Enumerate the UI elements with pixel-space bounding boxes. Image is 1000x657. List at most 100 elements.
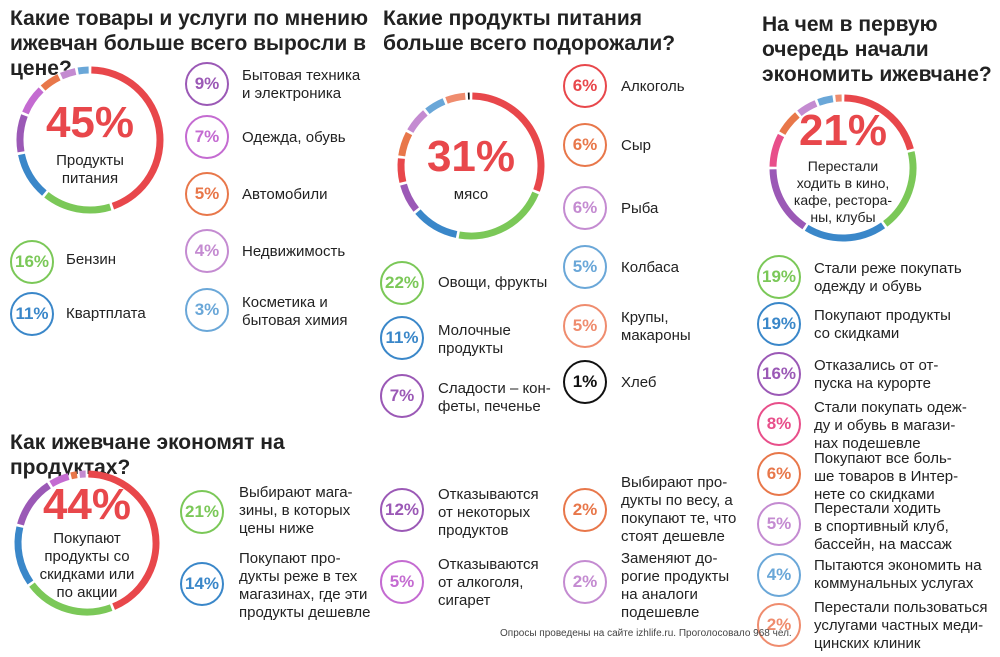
- chart1-center-label: Продукты питания: [56, 152, 124, 187]
- chart3-slice-4: [769, 133, 785, 167]
- chart3-badge-3: 16%: [757, 352, 801, 396]
- chart3-badge-1: 19%: [757, 255, 801, 299]
- chart2-label-9: Хлеб: [621, 374, 657, 391]
- chart1-slice-6: [59, 68, 77, 80]
- chart1-value-2: 11%: [15, 304, 49, 323]
- chart3-value-2: 19%: [761, 314, 797, 333]
- chart2-label-5: Сыр: [621, 137, 651, 154]
- chart3-slice-7: [817, 95, 834, 106]
- chart1-value-3: 9%: [194, 74, 220, 93]
- chart1-value-4: 7%: [194, 127, 220, 146]
- chart3-donut-svg: [769, 94, 917, 242]
- chart3-slice-1: [883, 151, 917, 227]
- chart3-value-7: 4%: [766, 565, 792, 584]
- chart4-value-1: 21%: [184, 502, 220, 521]
- chart4-slice-4: [49, 473, 70, 488]
- chart3-slice-0: [844, 94, 914, 151]
- chart2-center-label: мясо: [453, 186, 489, 203]
- chart3-badge-8: 2%: [757, 603, 801, 647]
- chart3-label-8: Перестали пользоваться услугами частных …: [814, 599, 988, 652]
- chart2-badge-2: 11%: [380, 316, 424, 360]
- chart4-badge-3: 12%: [380, 488, 424, 532]
- chart4-label-6: Заменяют до- рогие продукты на аналоги п…: [621, 550, 730, 621]
- chart3-label-1: Стали реже покупать одежду и обувь: [814, 260, 962, 295]
- chart3-value-3: 16%: [761, 364, 797, 383]
- chart3-label-7: Пытаются экономить на коммунальных услуг…: [814, 557, 982, 592]
- chart1-slice-7: [77, 66, 89, 75]
- chart2-slice-8: [445, 92, 466, 104]
- chart4-label-2: Покупают про- дукты реже в тех магазинах…: [239, 550, 371, 621]
- chart1-value-6: 4%: [194, 241, 220, 260]
- chart2-value-9: 1%: [572, 372, 598, 391]
- chart2-label-6: Рыба: [621, 200, 659, 217]
- chart2-slice-5: [398, 131, 413, 157]
- chart2-slice-1: [458, 191, 539, 240]
- chart4-value-2: 14%: [184, 574, 220, 593]
- chart3-value-1: 19%: [761, 267, 797, 286]
- chart2-badge-6: 6%: [563, 186, 607, 230]
- chart2-badge-1: 22%: [380, 261, 424, 305]
- chart2-donut: 31% мясо: [395, 90, 547, 242]
- chart1-label-5: Автомобили: [242, 186, 328, 203]
- chart1-badge-5: 5%: [185, 172, 229, 216]
- chart1-badge-3: 9%: [185, 62, 229, 106]
- chart4-badge-2: 14%: [180, 562, 224, 606]
- chart4-badge-5: 2%: [563, 488, 607, 532]
- chart1-value-7: 3%: [194, 300, 220, 319]
- chart3-label-3: Отказались от от- пуска на курорте: [814, 357, 939, 392]
- chart3-donut: 21% Перестали ходить в кино, кафе, ресто…: [767, 92, 919, 244]
- chart3-label-6: Перестали ходить в спортивный клуб, басс…: [814, 500, 952, 553]
- chart1-slice-2: [18, 153, 47, 196]
- chart3-slice-6: [797, 100, 818, 117]
- chart4-label-4: Отказываются от алкоголя, сигарет: [438, 556, 539, 609]
- chart2-slice-7: [425, 98, 446, 115]
- chart2-value-4: 6%: [572, 76, 598, 95]
- chart3-value-8: 2%: [766, 615, 792, 634]
- chart4-label-1: Выбирают мага- зины, в которых цены ниже: [239, 484, 353, 537]
- chart4-label-5: Выбирают про- дукты по весу, а покупают …: [621, 474, 737, 545]
- chart3-value-6: 5%: [766, 514, 792, 533]
- chart4-slice-2: [14, 526, 34, 585]
- chart4-value-4: 5%: [389, 572, 415, 591]
- chart2-value-8: 5%: [572, 316, 598, 335]
- chart2-slice-4: [397, 158, 407, 183]
- footer-note: Опросы проведены на сайте izhlife.ru. Пр…: [500, 628, 792, 639]
- chart4-badge-1: 21%: [180, 490, 224, 534]
- chart2-badge-9: 1%: [563, 360, 607, 404]
- chart1-label-3: Бытовая техника и электроника: [242, 67, 361, 102]
- chart4-donut-svg: [14, 470, 160, 616]
- chart1-slice-4: [22, 87, 44, 115]
- chart2-value-1: 22%: [384, 273, 420, 292]
- chart1-label-7: Косметика и бытовая химия: [242, 294, 348, 329]
- chart3-badge-6: 5%: [757, 502, 801, 546]
- chart2-badge-7: 5%: [563, 245, 607, 289]
- chart2-badge-3: 7%: [380, 374, 424, 418]
- chart2-value-2: 11%: [385, 328, 419, 347]
- chart2-slice-0: [472, 92, 545, 192]
- chart3-badge-4: 8%: [757, 402, 801, 446]
- chart4-slice-1: [29, 582, 113, 616]
- chart3-badge-2: 19%: [757, 302, 801, 346]
- chart1-badge-1: 16%: [10, 240, 54, 284]
- chart1-slice-1: [44, 191, 112, 214]
- chart1-label-4: Одежда, обувь: [242, 129, 346, 146]
- chart4-donut: 44% Покупают продукты со скидками или по…: [12, 468, 162, 618]
- chart3-title: На чем в первую очередь начали экономить…: [762, 13, 992, 86]
- chart2-title: Какие продукты питания больше всего подо…: [383, 7, 676, 55]
- chart4-value-5: 2%: [572, 500, 598, 519]
- chart2-label-2: Молочные продукты: [438, 322, 511, 357]
- chart4-value-6: 2%: [572, 572, 598, 591]
- chart2-label-3: Сладости – кон- феты, печенье: [438, 380, 551, 415]
- chart1-center-value: 45%: [45, 98, 135, 147]
- chart2-label-7: Колбаса: [621, 259, 679, 276]
- chart2-slice-3: [400, 183, 420, 212]
- chart3-label-5: Покупают все боль- ше товаров в Интер- н…: [814, 450, 959, 503]
- chart4-label-3: Отказываются от некоторых продуктов: [438, 486, 539, 539]
- chart2-slice-2: [415, 209, 458, 238]
- chart2-value-5: 6%: [572, 135, 598, 154]
- chart1-label-1: Бензин: [66, 251, 117, 268]
- chart4-slice-5: [70, 471, 78, 480]
- chart4-center-label: Покупают продукты со скидками или по акц…: [39, 530, 135, 601]
- chart1-label-2: Квартплата: [66, 305, 146, 322]
- chart2-value-7: 5%: [572, 257, 598, 276]
